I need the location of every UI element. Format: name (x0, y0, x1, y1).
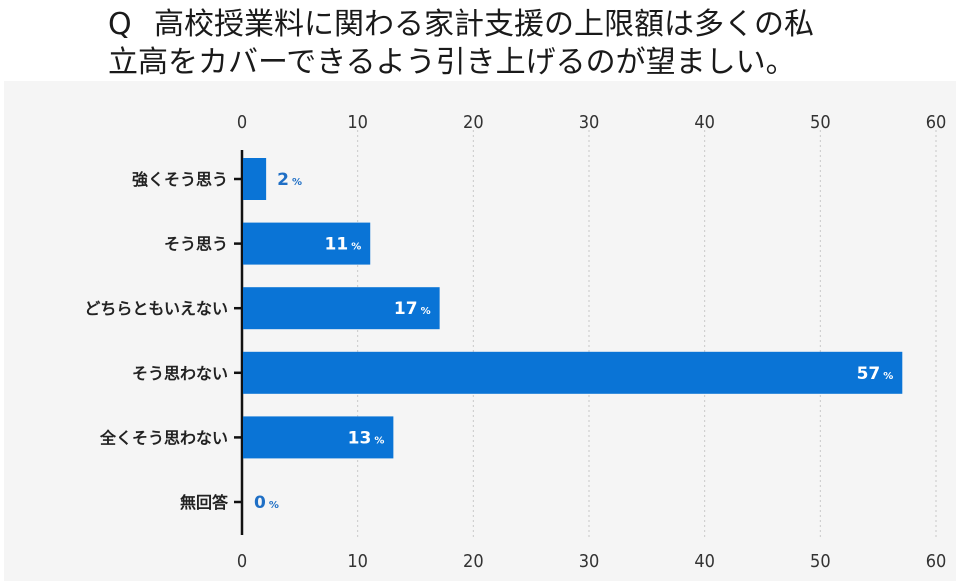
x-tick-top-20: 20 (463, 112, 484, 133)
category-label-3: そう思わない (132, 364, 228, 383)
plot-area (4, 81, 956, 581)
question-marker: Q (108, 7, 132, 42)
x-tick-bottom-30: 30 (579, 551, 600, 572)
chart-title: Q 高校授業料に関わる家計支援の上限額は多くの私 立高をカバーできるよう引き上げる… (108, 6, 908, 82)
x-tick-bottom-50: 50 (810, 551, 831, 572)
x-tick-top-40: 40 (694, 112, 715, 133)
title-line-1: 高校授業料に関わる家計支援の上限額は多くの私 (154, 7, 814, 42)
data-label-5: 0% (254, 493, 279, 513)
x-tick-bottom-60: 60 (926, 551, 947, 572)
x-tick-top-30: 30 (579, 112, 600, 133)
title-line-2: 立高をカバーできるよう引き上げるのが望ましい。 (108, 45, 796, 80)
x-tick-top-0: 0 (237, 112, 247, 133)
x-tick-top-10: 10 (347, 112, 368, 133)
category-label-5: 無回答 (180, 493, 229, 512)
bar-3 (243, 351, 903, 394)
x-tick-bottom-10: 10 (347, 551, 368, 572)
category-label-4: 全くそう思わない (99, 428, 228, 447)
category-label-0: 強くそう思う (132, 170, 228, 189)
x-tick-top-50: 50 (810, 112, 831, 133)
bar-2 (243, 287, 440, 330)
bar-4 (243, 416, 394, 459)
data-label-0: 2% (277, 170, 302, 190)
x-tick-top-60: 60 (926, 112, 947, 133)
x-tick-bottom-20: 20 (463, 551, 484, 572)
x-tick-bottom-0: 0 (237, 551, 247, 572)
bar-1 (243, 222, 371, 265)
category-label-2: どちらともいえない (84, 299, 228, 318)
category-label-1: そう思う (164, 235, 228, 254)
bar-0 (243, 158, 267, 200)
x-tick-bottom-40: 40 (694, 551, 715, 572)
